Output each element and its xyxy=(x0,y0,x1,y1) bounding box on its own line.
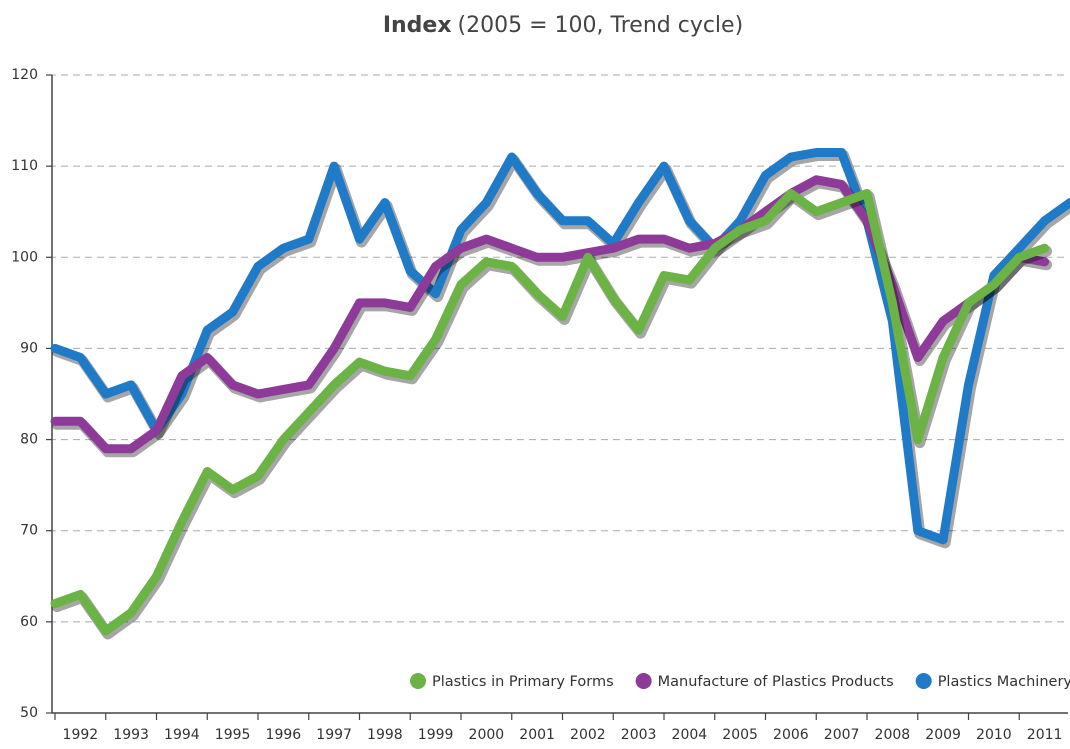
x-tick-label: 2011 xyxy=(1027,727,1063,743)
legend-item: Plastics in Primary Forms xyxy=(410,673,614,690)
legend-label: Plastics Machinery xyxy=(938,674,1070,690)
x-tick-label: 2002 xyxy=(570,727,606,743)
series-line xyxy=(50,148,1070,545)
x-tick-label: 2003 xyxy=(621,727,657,743)
series-line xyxy=(50,189,1050,636)
x-tick-label: 2008 xyxy=(875,727,911,743)
legend-item: Manufacture of Plastics Products xyxy=(635,673,894,690)
x-tick-label: 1992 xyxy=(63,727,99,743)
y-tick-label: 90 xyxy=(20,340,38,356)
x-tick-label: 1999 xyxy=(418,727,454,743)
x-tick-label: 2005 xyxy=(722,727,758,743)
x-tick-label: 1994 xyxy=(164,727,200,743)
y-tick-label: 120 xyxy=(11,67,38,83)
y-tick-label: 60 xyxy=(20,614,38,630)
x-tick-label: 1996 xyxy=(266,727,302,743)
legend-swatch xyxy=(410,673,427,689)
legend-swatch xyxy=(635,673,652,689)
y-tick-label: 80 xyxy=(20,432,38,448)
x-tick-label: 1998 xyxy=(367,727,403,743)
x-tick-label: 1995 xyxy=(215,727,251,743)
x-tick-label: 2001 xyxy=(519,727,555,743)
x-tick-label: 2004 xyxy=(672,727,708,743)
x-tick-label: 2009 xyxy=(925,727,961,743)
legend-label: Manufacture of Plastics Products xyxy=(658,674,894,690)
legend-swatch xyxy=(915,673,932,689)
y-tick-label: 70 xyxy=(20,523,38,539)
x-tick-label: 2006 xyxy=(773,727,809,743)
legend-item: Plastics Machinery xyxy=(915,673,1070,690)
x-tick-label: 1997 xyxy=(316,727,352,743)
x-tick-label: 2010 xyxy=(976,727,1012,743)
chart-title: Index xyxy=(383,13,452,38)
legend: Plastics in Primary Forms Manufacture of … xyxy=(410,673,1070,690)
chart-title-group: Index (2005 = 100, Trend cycle) xyxy=(383,13,743,38)
y-tick-label: 50 xyxy=(20,705,38,721)
y-tick-label: 110 xyxy=(11,158,38,174)
y-tick-label: 100 xyxy=(11,249,38,265)
chart-subtitle: (2005 = 100, Trend cycle) xyxy=(458,13,744,38)
legend-label: Plastics in Primary Forms xyxy=(432,674,614,690)
x-tick-label: 1993 xyxy=(113,727,149,743)
x-tick-label: 2000 xyxy=(469,727,505,743)
x-tick-label: 2007 xyxy=(824,727,860,743)
